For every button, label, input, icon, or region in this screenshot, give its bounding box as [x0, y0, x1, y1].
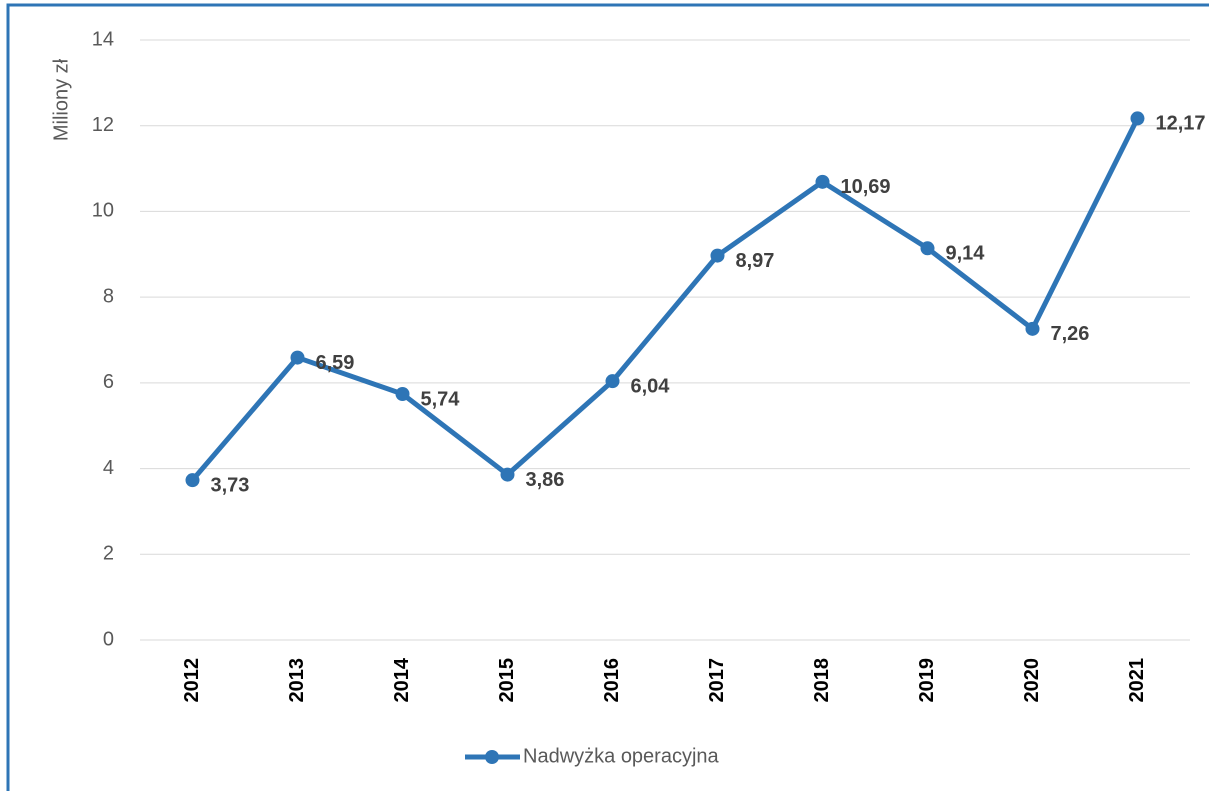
point — [185, 473, 200, 488]
value-label: 9,14 — [946, 243, 986, 265]
x-tick-label: 2019 — [916, 658, 938, 703]
x-tick-label: 2021 — [1126, 658, 1148, 703]
x-tick-label: 2017 — [706, 658, 728, 703]
x-tick-label: 2012 — [181, 658, 203, 703]
y-axis-label: Miliony zł — [50, 58, 72, 141]
point — [1025, 321, 1040, 336]
y-tick-label: 8 — [103, 285, 114, 307]
point — [290, 350, 305, 365]
x-tick-label: 2016 — [601, 658, 623, 703]
value-label: 12,17 — [1156, 113, 1206, 135]
legend-label: Nadwyżka operacyjna — [523, 745, 720, 767]
value-label: 6,59 — [316, 352, 355, 374]
y-tick-label: 2 — [103, 543, 114, 565]
value-label: 6,04 — [631, 375, 671, 397]
point — [395, 387, 410, 401]
point — [605, 374, 620, 389]
y-tick-label: 14 — [92, 28, 114, 50]
point — [920, 241, 935, 256]
x-tick-label: 2020 — [1021, 658, 1043, 703]
y-tick-label: 4 — [103, 457, 114, 479]
value-label: 3,73 — [211, 474, 250, 496]
point — [500, 467, 515, 482]
x-tick-label: 2013 — [286, 658, 308, 703]
x-tick-label: 2014 — [391, 657, 413, 702]
y-tick-label: 12 — [92, 114, 114, 136]
legend-marker — [485, 750, 499, 764]
y-tick-label: 0 — [103, 628, 114, 650]
value-label: 8,97 — [736, 250, 775, 272]
y-tick-label: 6 — [103, 371, 114, 393]
point — [710, 248, 725, 263]
point — [1130, 111, 1145, 126]
x-tick-label: 2018 — [811, 658, 833, 703]
value-label: 10,69 — [841, 176, 891, 198]
value-label: 3,86 — [526, 469, 565, 491]
y-tick-label: 10 — [92, 200, 114, 222]
value-label: 5,74 — [421, 388, 461, 410]
value-label: 7,26 — [1051, 323, 1090, 345]
point — [815, 174, 830, 189]
x-tick-label: 2015 — [496, 658, 518, 703]
series-line — [190, 117, 1140, 482]
